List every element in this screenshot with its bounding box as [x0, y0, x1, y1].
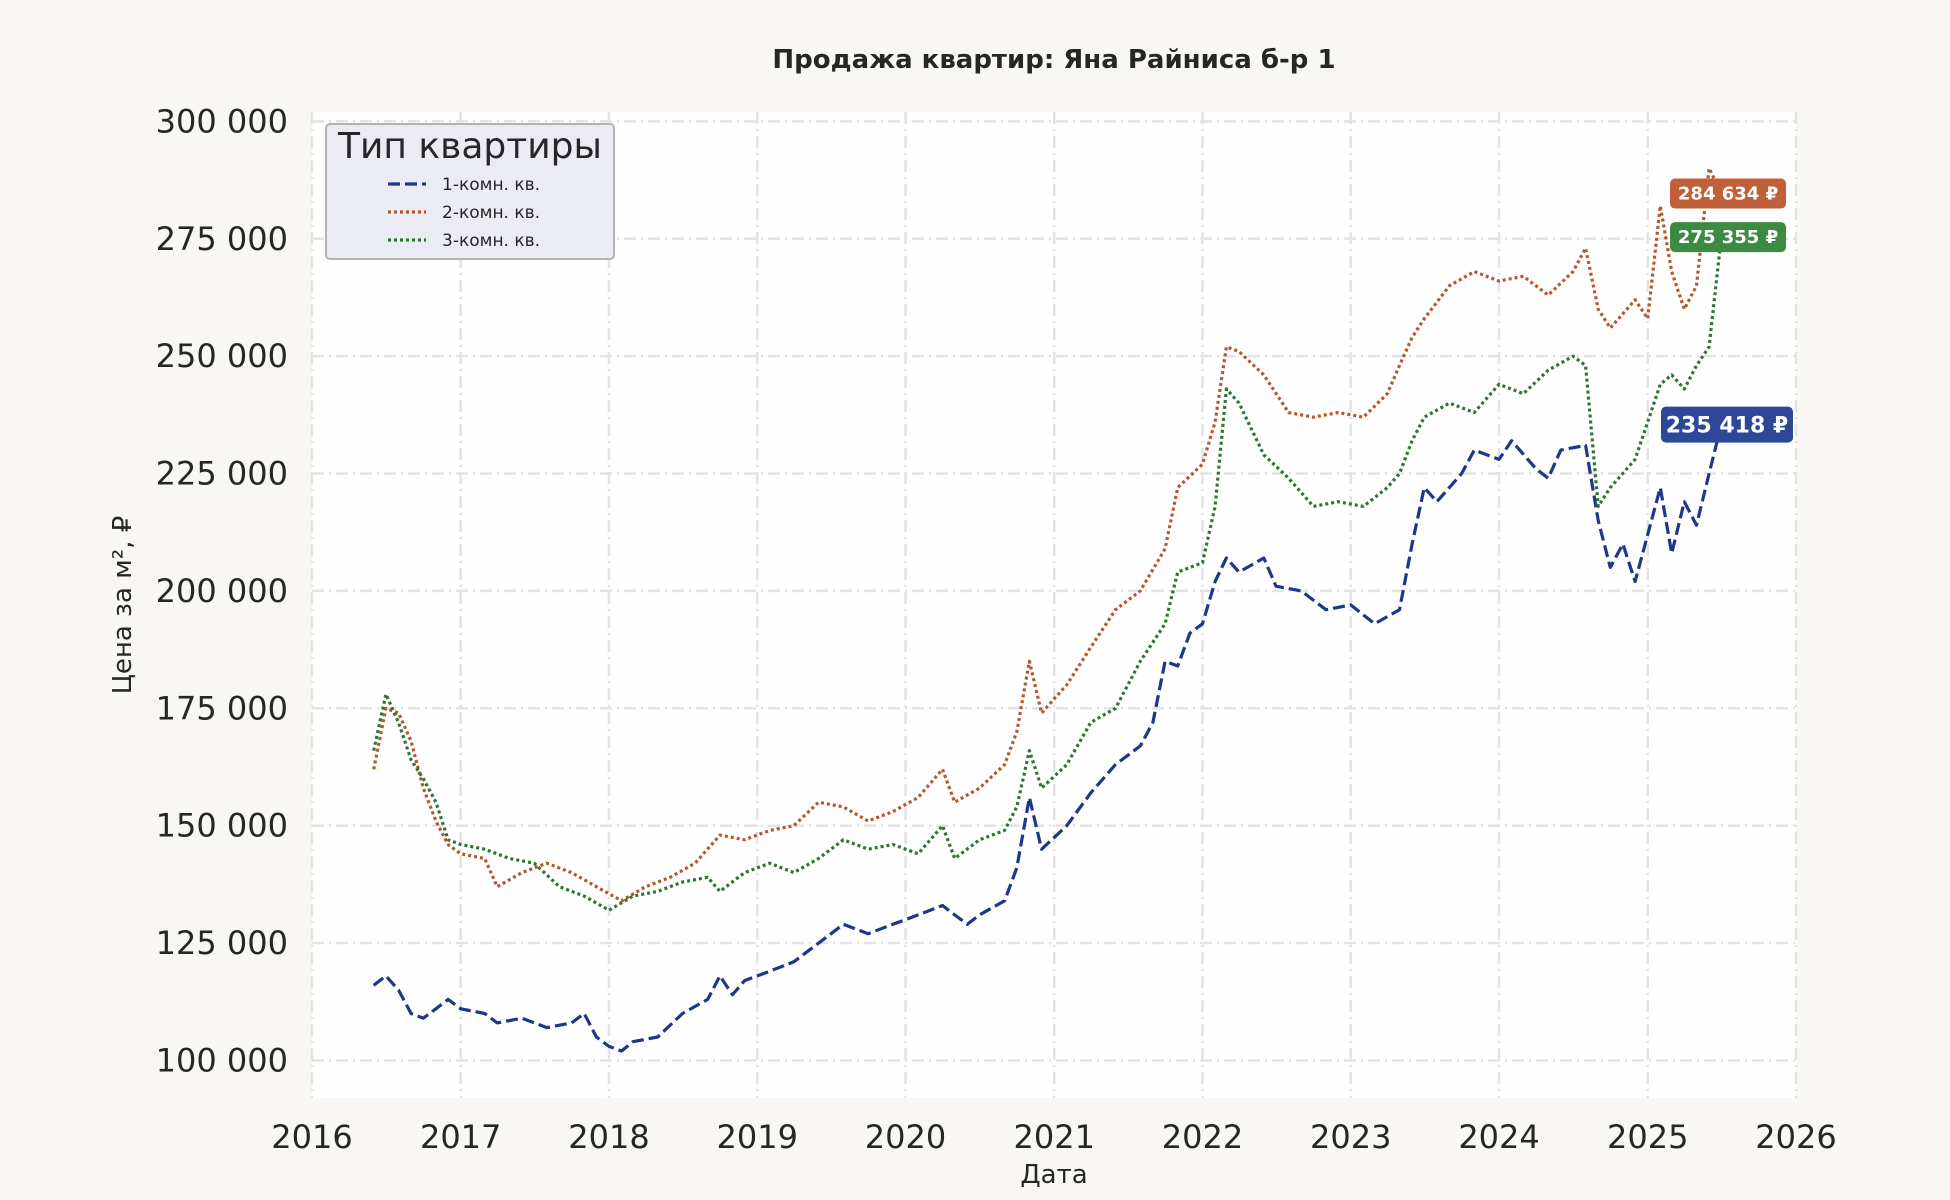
x-tick-label: 2026: [1755, 1118, 1836, 1156]
x-tick-label: 2020: [865, 1118, 946, 1156]
y-tick-label: 150 000: [156, 807, 288, 845]
x-tick-label: 2016: [271, 1118, 352, 1156]
series-2-end-label-box: [1670, 178, 1786, 209]
legend-box: [325, 123, 615, 260]
legend: Тип квартиры 1-комн. кв. 2-комн. кв. 3-ком…: [325, 123, 615, 260]
x-tick-label: 2023: [1310, 1118, 1391, 1156]
y-tick-label: 100 000: [156, 1041, 288, 1079]
series-1-legend-label: 1-комн. кв.: [442, 175, 540, 195]
y-axis-ticks: 100 000 125 000 150 000 175 000 200 000 225 0…: [156, 102, 288, 1079]
series-3-line: [372, 236, 1723, 912]
y-tick-label: 200 000: [156, 572, 288, 610]
x-tick-label: 2021: [1013, 1118, 1094, 1156]
series-3-end-label-box: [1670, 222, 1786, 253]
y-tick-label: 125 000: [156, 924, 288, 962]
x-tick-label: 2024: [1458, 1118, 1539, 1156]
y-tick-label: 300 000: [156, 102, 288, 140]
series-2-line: [372, 166, 1723, 903]
series-2-end-label: 284 634 ₽: [1678, 184, 1778, 205]
series-2-legend-label: 2-комн. кв.: [442, 203, 540, 223]
series-3-legend-label: 3-комн. кв.: [442, 231, 540, 251]
y-axis-label: Цена за м², ₽: [108, 516, 138, 695]
y-tick-label: 250 000: [156, 337, 288, 375]
x-tick-label: 2018: [568, 1118, 649, 1156]
legend-entries: 1-комн. кв. 2-комн. кв. 3-комн. кв.: [388, 175, 540, 251]
series-1-end-label: 235 418 ₽: [1666, 414, 1788, 439]
x-tick-label: 2017: [420, 1118, 501, 1156]
x-axis-ticks: 2016 2017 2018 2019 2020 2021 2022 2023 2024 2025…: [271, 1118, 1836, 1156]
end-labels: 235 418 ₽ 284 634 ₽ 275 355 ₽: [1661, 178, 1793, 443]
series-1-line: [372, 424, 1723, 1053]
x-tick-label: 2019: [717, 1118, 798, 1156]
x-tick-label: 2022: [1162, 1118, 1243, 1156]
y-tick-label: 175 000: [156, 689, 288, 727]
chart-title: Продажа квартир: Яна Райниса б-р 1: [772, 45, 1335, 75]
series-3-end-label: 275 355 ₽: [1678, 227, 1778, 248]
series-1-end-label-box: [1661, 406, 1793, 443]
y-tick-label: 225 000: [156, 455, 288, 493]
x-axis-label: Дата: [1020, 1160, 1087, 1190]
series-lines: [372, 166, 1723, 1053]
y-tick-label: 275 000: [156, 220, 288, 258]
x-tick-label: 2025: [1607, 1118, 1688, 1156]
legend-title: Тип квартиры: [337, 126, 602, 167]
